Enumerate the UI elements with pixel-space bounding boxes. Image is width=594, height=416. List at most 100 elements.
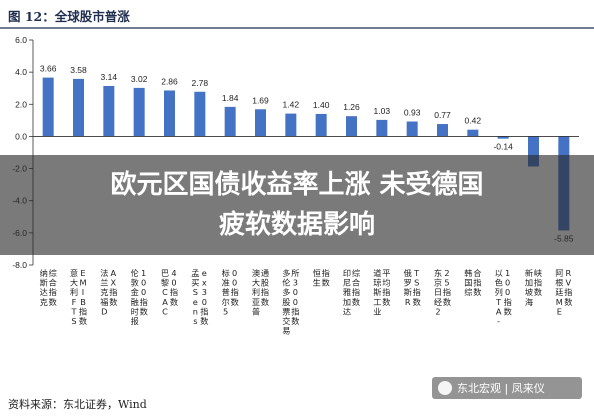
svg-text:指: 指 [443, 287, 451, 297]
svg-text:时: 时 [131, 306, 139, 316]
svg-text:A: A [111, 268, 117, 278]
svg-text:0: 0 [505, 278, 510, 288]
bar [437, 124, 448, 137]
svg-text:尼: 尼 [343, 278, 351, 288]
svg-text:买: 买 [191, 278, 199, 288]
watermark-text: 东北宏观 | 凤来仪 [457, 381, 545, 395]
svg-text:股: 股 [261, 278, 269, 288]
data-label: 1.42 [283, 100, 300, 110]
svg-text:指: 指 [200, 306, 208, 316]
svg-text:斯: 斯 [373, 287, 381, 297]
svg-text:合: 合 [352, 278, 360, 288]
svg-text:3: 3 [293, 278, 298, 288]
svg-text:0: 0 [141, 278, 146, 288]
bar [194, 91, 206, 137]
svg-text:多: 多 [282, 268, 290, 278]
data-label: 1.26 [343, 102, 360, 112]
svg-text:F: F [72, 297, 77, 307]
headline-line-2: 疲软数据影响 [218, 210, 375, 240]
svg-text:所: 所 [291, 268, 299, 278]
svg-text:琼: 琼 [373, 278, 381, 288]
svg-text:多: 多 [282, 287, 290, 297]
svg-text:印: 印 [343, 268, 351, 278]
svg-text:海: 海 [525, 297, 533, 307]
svg-text:业: 业 [373, 306, 381, 316]
data-label: -0.14 [493, 142, 513, 152]
svg-text:通: 通 [261, 268, 269, 278]
svg-text:雅: 雅 [343, 287, 351, 297]
svg-text:韩: 韩 [464, 268, 472, 278]
svg-text:报: 报 [131, 316, 139, 326]
svg-text:V: V [566, 278, 572, 288]
svg-text:列: 列 [495, 287, 503, 297]
svg-text:金: 金 [131, 287, 139, 297]
svg-text:敦: 敦 [131, 278, 139, 288]
svg-text:数: 数 [382, 297, 390, 307]
svg-text:利: 利 [70, 287, 78, 297]
svg-text:数: 数 [261, 297, 269, 307]
svg-text:廷: 廷 [555, 287, 563, 297]
svg-text:C: C [162, 306, 168, 316]
svg-text:新: 新 [525, 268, 533, 278]
svg-text:数: 数 [564, 297, 572, 307]
svg-text:指: 指 [352, 287, 360, 297]
svg-text:伦: 伦 [131, 268, 139, 278]
svg-text:指: 指 [473, 278, 481, 288]
svg-text:数: 数 [534, 287, 542, 297]
data-label: 0.77 [434, 110, 451, 120]
svg-text:0: 0 [293, 287, 298, 297]
svg-text:均: 均 [382, 278, 390, 288]
svg-text:R: R [405, 297, 411, 307]
svg-text:峡: 峡 [534, 268, 542, 278]
svg-text:A: A [496, 306, 502, 316]
svg-text:S: S [414, 278, 419, 288]
svg-text:I: I [82, 287, 84, 297]
svg-text:指: 指 [109, 287, 117, 297]
svg-text:孟: 孟 [191, 268, 199, 278]
svg-text:大: 大 [70, 278, 78, 288]
bar [285, 113, 297, 137]
data-label: 3.14 [101, 72, 118, 82]
svg-text:指: 指 [382, 287, 390, 297]
svg-text:C: C [162, 287, 168, 297]
y-tick-label: 2.0 [15, 99, 27, 109]
svg-text:0: 0 [505, 287, 510, 297]
svg-text:加: 加 [343, 297, 351, 307]
svg-text:数: 数 [79, 316, 87, 326]
svg-text:达: 达 [343, 306, 351, 316]
svg-text:以: 以 [495, 268, 503, 278]
svg-text:指: 指 [291, 306, 299, 316]
svg-text:T: T [495, 297, 502, 307]
svg-text:阿: 阿 [555, 268, 563, 278]
svg-text:克: 克 [40, 297, 48, 307]
y-tick-label: -8.0 [12, 260, 27, 270]
bar [255, 109, 266, 137]
bar [497, 136, 509, 139]
svg-text:平: 平 [382, 268, 390, 278]
svg-text:数: 数 [322, 278, 330, 288]
svg-text:普: 普 [222, 287, 230, 297]
svg-text:s: s [193, 316, 197, 326]
svg-text:指: 指 [413, 287, 421, 297]
data-label: 1.03 [374, 106, 391, 116]
svg-text:2: 2 [435, 306, 440, 316]
svg-text:恒: 恒 [313, 268, 321, 278]
svg-text:0: 0 [293, 297, 298, 307]
svg-text:兰: 兰 [100, 278, 108, 288]
svg-text:x: x [202, 278, 207, 288]
svg-text:纳: 纳 [40, 268, 48, 278]
svg-text:0: 0 [171, 278, 176, 288]
svg-text:黎: 黎 [161, 278, 169, 288]
svg-text:M: M [79, 278, 86, 288]
svg-text:指: 指 [231, 287, 239, 297]
x-axis-labels: 纳斯达克综合指数意大利FTSEMIB指数法兰克福DAX指数伦敦金融时报100指数… [40, 268, 573, 336]
data-label: 3.58 [70, 65, 87, 75]
